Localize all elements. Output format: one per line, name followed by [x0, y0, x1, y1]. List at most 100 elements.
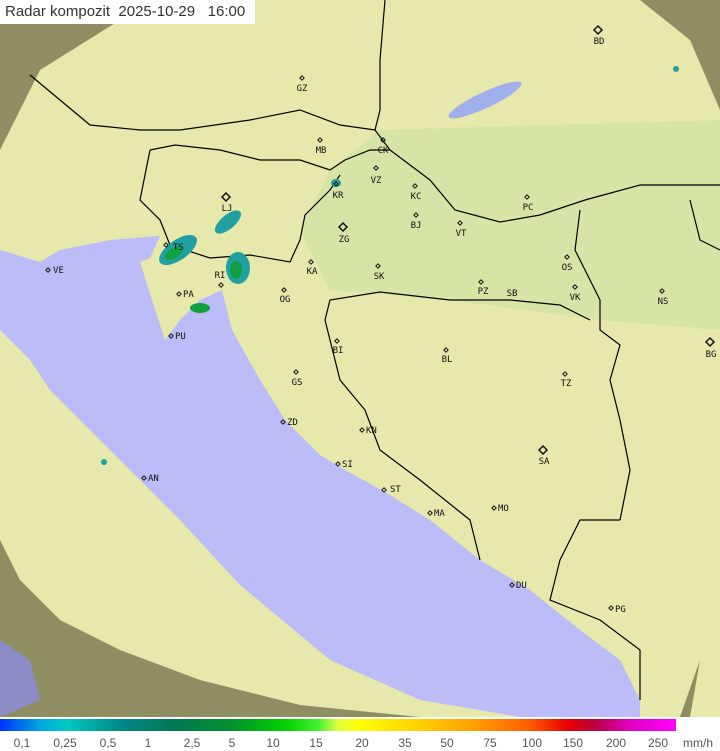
- city-label: ZD: [287, 418, 298, 428]
- city-marker-icon: [564, 254, 570, 260]
- city-marker-icon: [293, 369, 299, 375]
- echo-kvarner: [190, 303, 210, 313]
- legend-value-label: 20: [355, 736, 369, 750]
- city-marker-icon: [562, 371, 568, 377]
- date: 2025-10-29: [118, 3, 196, 20]
- legend-value-label: 100: [521, 736, 543, 750]
- city-marker-icon: [218, 282, 224, 288]
- legend-value-label: 35: [398, 736, 412, 750]
- city-label: SA: [539, 457, 550, 467]
- city-markers: GZ BD MB CK VZ KR KC LJ PC ZG BJ VT TS VE RI KA SK OS VK NS…: [45, 24, 717, 615]
- city-marker-icon: [413, 212, 419, 218]
- legend-value-label: 15: [309, 736, 323, 750]
- radar-map: GZ BD MB CK VZ KR KC LJ PC ZG BJ VT TS VE RI KA SK OS VK NS…: [0, 0, 720, 717]
- legend-value-label: 0,1: [13, 736, 31, 750]
- city-label: NS: [658, 297, 669, 307]
- city-label: DU: [516, 581, 527, 591]
- city-label: TS: [173, 243, 184, 253]
- city-label: CK: [378, 146, 389, 156]
- city-marker-icon: [317, 137, 323, 143]
- city-marker-icon: [524, 194, 530, 200]
- city-label: KR: [333, 191, 344, 201]
- city-label: OS: [562, 263, 573, 273]
- city-marker-icon: [491, 505, 497, 511]
- city-marker-icon: [478, 279, 484, 285]
- city-label: MA: [434, 509, 445, 519]
- city-marker-icon: [281, 287, 287, 293]
- city-label: RI: [215, 271, 226, 281]
- time: 16:00: [207, 3, 246, 20]
- city-marker-icon: [381, 487, 387, 493]
- echo-small: [673, 66, 679, 72]
- city-label: GZ: [297, 84, 308, 94]
- adriatic-sea: [0, 236, 640, 717]
- city-marker-icon: [168, 333, 174, 339]
- city-label: SI: [342, 460, 353, 470]
- city-marker-icon: [427, 510, 433, 516]
- city-label: VE: [53, 266, 64, 276]
- city-marker-icon: [333, 181, 339, 187]
- map-title: Radar kompozit 2025-10-29 16:00: [0, 0, 256, 24]
- city-label: ST: [390, 485, 401, 495]
- city-marker-icon: [308, 259, 314, 265]
- city-label: GS: [292, 378, 303, 388]
- city-label: LJ: [222, 204, 233, 214]
- echo-rijeka-core: [230, 261, 242, 279]
- city-label: PA: [183, 290, 194, 300]
- green-lowlands: [300, 120, 720, 330]
- city-marker-icon: [163, 242, 169, 248]
- city-marker-icon: [412, 183, 418, 189]
- legend-value-label: 75: [483, 736, 497, 750]
- city-label: AN: [148, 474, 159, 484]
- city-label: VK: [570, 293, 581, 303]
- legend-value-label: 0,5: [99, 736, 117, 750]
- city-marker-icon: [509, 582, 515, 588]
- city-label: OG: [280, 295, 291, 305]
- city-marker-icon: [457, 220, 463, 226]
- city-marker-icon: [334, 338, 340, 344]
- city-marker-icon: [299, 75, 305, 81]
- echo-trieste-core: [165, 245, 183, 261]
- city-marker-icon: [280, 419, 286, 425]
- radar-echoes: [101, 66, 679, 465]
- legend-value-label: 0,25: [53, 736, 77, 750]
- city-label: BJ: [411, 221, 422, 231]
- city-label: BD: [594, 37, 605, 47]
- city-label: VZ: [371, 176, 382, 186]
- legend-value-label: 50: [440, 736, 454, 750]
- legend-value-label: 1: [144, 736, 152, 750]
- city-label: PC: [523, 203, 534, 213]
- city-marker-icon: [380, 137, 386, 143]
- city-label: BI: [333, 346, 344, 356]
- city-label: KA: [307, 267, 318, 277]
- legend-value-label: 5: [228, 736, 236, 750]
- city-label: KC: [411, 192, 422, 202]
- echo-ljubljana: [214, 210, 242, 234]
- precipitation-color-scale: [0, 719, 676, 731]
- city-label: PZ: [478, 287, 489, 297]
- lake-balaton: [448, 81, 522, 119]
- city-marker-icon: [220, 191, 232, 203]
- legend-value-label: 10: [266, 736, 280, 750]
- city-label: VT: [456, 229, 467, 239]
- city-label: ZG: [339, 235, 350, 245]
- city-label: TZ: [561, 379, 572, 389]
- city-marker-icon: [45, 267, 51, 273]
- city-label: SB: [507, 289, 518, 299]
- out-of-range-sea: [0, 640, 40, 717]
- city-label: PU: [175, 332, 186, 342]
- city-label: MB: [316, 146, 327, 156]
- city-marker-icon: [537, 444, 549, 456]
- city-marker-icon: [443, 347, 449, 353]
- city-label: BG: [706, 350, 717, 360]
- echo-small: [101, 459, 107, 465]
- legend-value-label: 200: [605, 736, 627, 750]
- city-marker-icon: [375, 263, 381, 269]
- legend-value-label: 250: [647, 736, 669, 750]
- legend-value-label: 2,5: [183, 736, 201, 750]
- country-borders: [29, 0, 720, 700]
- city-marker-icon: [176, 291, 182, 297]
- city-marker-icon: [572, 284, 578, 290]
- city-marker-icon: [704, 336, 716, 348]
